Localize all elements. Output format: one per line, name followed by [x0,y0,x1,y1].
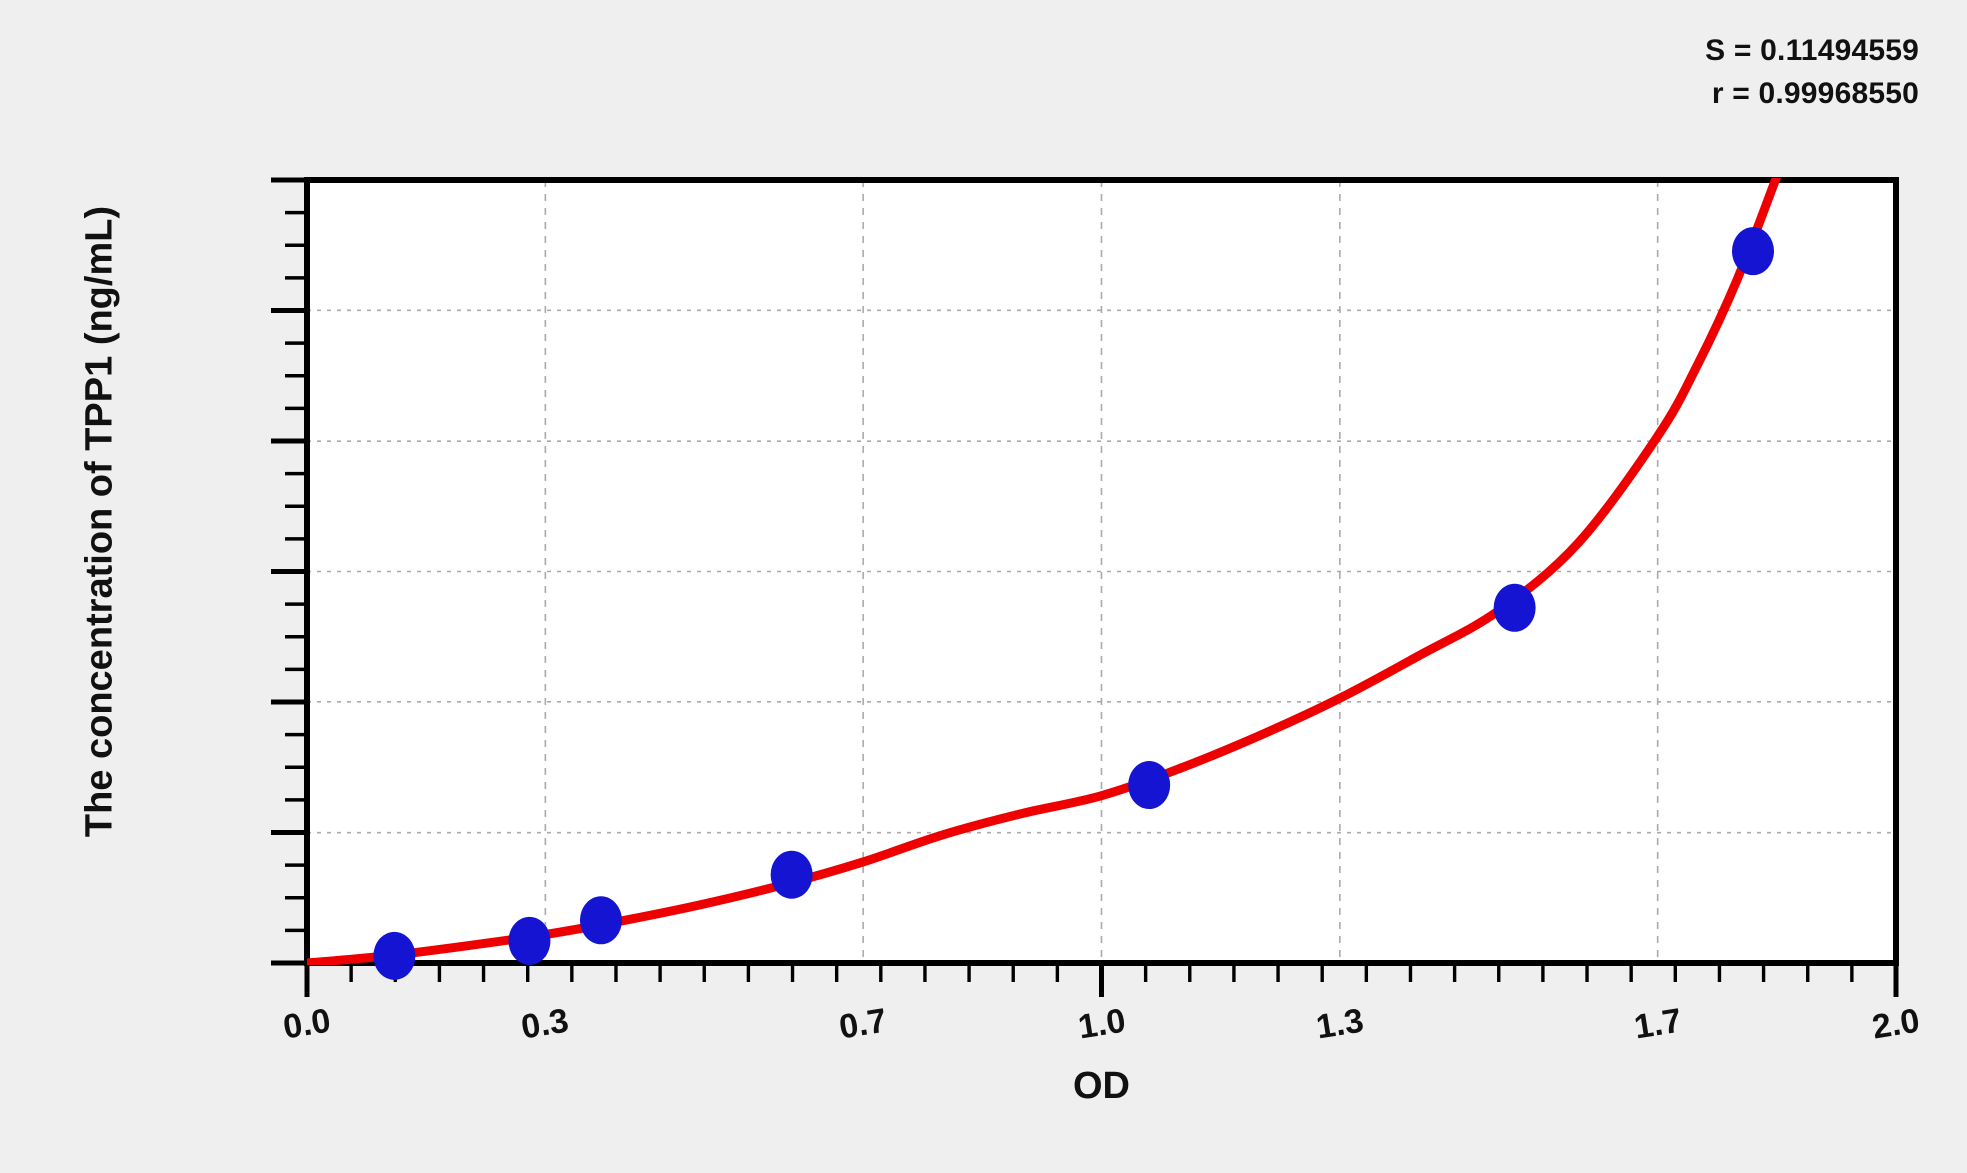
plot-frame-layer [304,177,1899,966]
data-point-marker [1128,761,1171,810]
plot-frame [304,177,1899,966]
data-point-marker [508,916,551,965]
data-point-marker [373,931,416,980]
s-statistic-label: S = 0.11494559 [1705,34,1919,67]
data-point-marker [1493,583,1536,632]
data-point-marker [770,850,813,899]
data-point-marker [1731,227,1774,276]
grid-layer [307,180,1896,963]
data-marker-layer [373,227,1774,980]
stats-annotation: S = 0.11494559 r = 0.99968550 [1705,30,1919,115]
axis-tick-layer [271,177,1899,997]
r-statistic-label: r = 0.99968550 [1711,76,1919,110]
x-axis-title: OD [1073,1065,1130,1107]
data-point-marker [579,896,622,945]
